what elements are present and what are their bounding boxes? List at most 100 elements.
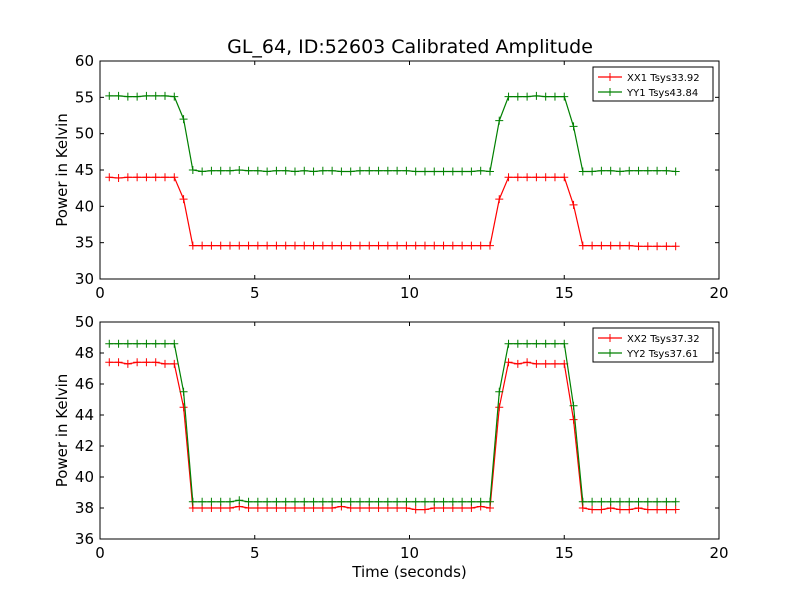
data-point <box>179 195 188 204</box>
data-point <box>560 339 569 348</box>
data-point <box>133 92 142 101</box>
y-tick-label: 35 <box>75 234 94 252</box>
y-tick-label: 38 <box>75 499 94 517</box>
data-point <box>105 339 114 348</box>
data-point <box>448 167 457 176</box>
data-point <box>318 497 327 506</box>
data-point <box>458 167 467 176</box>
data-point <box>142 339 151 348</box>
data-point <box>309 167 318 176</box>
legend-entry: XX2 Tsys37.32 <box>627 334 700 345</box>
data-point <box>485 167 494 176</box>
data-point <box>142 173 151 182</box>
data-point <box>253 241 262 250</box>
y-tick-label: 45 <box>75 161 94 179</box>
data-point <box>170 173 179 182</box>
data-point <box>523 339 532 348</box>
data-point <box>179 403 188 412</box>
data-point <box>448 241 457 250</box>
y-tick-label: 46 <box>75 375 94 393</box>
data-point <box>263 497 272 506</box>
data-point <box>411 167 420 176</box>
data-point <box>578 167 587 176</box>
data-point <box>216 241 225 250</box>
data-point <box>671 242 680 251</box>
y-axis-label: Power in Kelvin <box>53 374 71 488</box>
data-point <box>615 497 624 506</box>
data-point <box>402 497 411 506</box>
data-point <box>272 166 281 175</box>
data-point <box>244 166 253 175</box>
data-point <box>374 166 383 175</box>
chart-panel-2: 0 5 10 15 20 36 38 40 42 44 46 48 50 Power in Kelvin T… <box>53 313 729 581</box>
data-point <box>207 241 216 250</box>
data-point <box>374 497 383 506</box>
data-point <box>114 358 123 367</box>
data-point <box>290 497 299 506</box>
data-point <box>160 359 169 368</box>
data-point <box>402 241 411 250</box>
series-line-1 <box>109 176 676 247</box>
data-point <box>160 339 169 348</box>
x-tick-label: 0 <box>95 284 105 302</box>
data-point <box>272 497 281 506</box>
data-point <box>532 339 541 348</box>
data-point <box>170 92 179 101</box>
data-point <box>476 497 485 506</box>
data-point <box>170 359 179 368</box>
data-point <box>560 173 569 182</box>
data-point <box>355 497 364 506</box>
legend-marker <box>606 88 614 96</box>
data-point <box>123 359 132 368</box>
data-point <box>625 505 634 514</box>
data-point <box>355 241 364 250</box>
series-line-2 <box>109 95 676 173</box>
data-point <box>374 241 383 250</box>
legend: XX1 Tsys33.92 YY1 Tsys43.84 <box>592 66 714 102</box>
data-point <box>653 166 662 175</box>
data-point <box>615 241 624 250</box>
data-point <box>615 167 624 176</box>
data-point <box>225 241 234 250</box>
data-point <box>393 497 402 506</box>
data-point <box>337 497 346 506</box>
data-point <box>244 241 253 250</box>
y-tick-label: 42 <box>75 437 94 455</box>
data-point <box>485 497 494 506</box>
y-tick-label: 48 <box>75 344 94 362</box>
data-point <box>123 339 132 348</box>
data-point <box>430 497 439 506</box>
data-point <box>346 497 355 506</box>
legend-marker <box>606 349 614 357</box>
data-point <box>235 166 244 174</box>
data-point <box>439 241 448 250</box>
data-point <box>634 242 643 251</box>
data-point <box>337 241 346 250</box>
data-point <box>569 415 578 424</box>
data-point <box>225 166 234 175</box>
data-point <box>653 497 662 506</box>
data-point <box>160 173 169 182</box>
legend-entry: YY2 Tsys37.61 <box>626 349 698 360</box>
data-point <box>643 242 652 251</box>
data-point <box>541 339 550 348</box>
data-point <box>504 173 513 182</box>
data-point <box>634 497 643 506</box>
data-point <box>151 91 160 100</box>
data-point <box>383 166 392 175</box>
data-point <box>467 241 476 250</box>
data-point <box>225 497 234 506</box>
data-point <box>151 173 160 182</box>
data-point <box>541 92 550 101</box>
data-point <box>625 166 634 175</box>
data-point <box>420 497 429 506</box>
data-point <box>420 241 429 250</box>
data-point <box>411 497 420 506</box>
data-point <box>216 166 225 175</box>
data-point <box>625 241 634 250</box>
y-tick-label: 44 <box>75 406 94 424</box>
data-point <box>504 92 513 101</box>
data-point <box>309 241 318 250</box>
x-axis-label: Time (seconds) <box>351 563 467 581</box>
